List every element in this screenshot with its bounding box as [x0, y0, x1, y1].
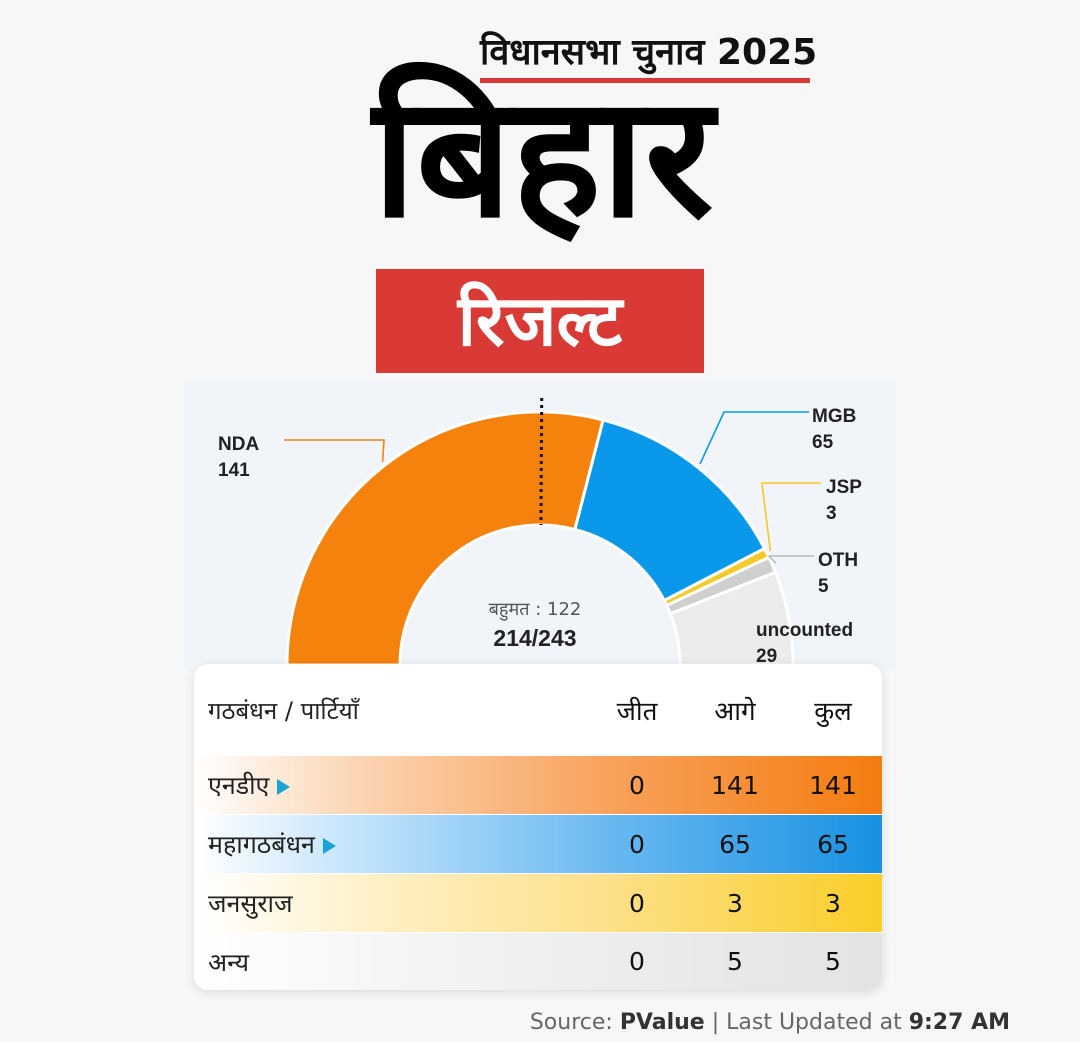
table-row-nda[interactable]: एनडीए 0 141 141 [194, 756, 882, 814]
row-name-jsp: जनसुराज [208, 889, 293, 918]
header-won: जीत [616, 697, 658, 727]
updated-time: 9:27 AM [908, 1010, 1010, 1035]
slice-value-oth: 5 [818, 576, 829, 597]
leader-line-jsp [761, 482, 821, 552]
slice-nda [285, 410, 605, 667]
slice-mgb [573, 418, 767, 603]
cell-total: 5 [825, 947, 841, 976]
cell-total: 65 [817, 829, 849, 859]
slice-value-nda: 141 [218, 460, 250, 481]
row-name-nda: एनडीए [208, 771, 270, 800]
cell-leading: 3 [727, 888, 743, 918]
majority-marker [539, 397, 544, 526]
majority-label: बहुमत : 122 [489, 599, 582, 621]
cell-leading: 141 [711, 770, 759, 800]
slice-label-nda: NDA [218, 434, 259, 455]
source-name: PValue [619, 1010, 705, 1035]
subtitle-underline [480, 78, 810, 83]
leader-line-mgb [699, 411, 809, 465]
cell-won: 0 [629, 888, 645, 918]
header-total: कुल [814, 697, 852, 727]
slice-value-jsp: 3 [826, 503, 837, 524]
slice-value-uncounted: 29 [756, 646, 777, 667]
row-name-others: अन्य [208, 947, 249, 977]
cell-leading: 65 [719, 829, 751, 859]
slice-label-jsp: JSP [826, 477, 862, 498]
cell-total: 3 [825, 888, 841, 918]
cell-won: 0 [629, 770, 645, 800]
row-name-mgb: महागठबंधन [208, 830, 315, 859]
state-title: बिहार [372, 59, 714, 255]
cell-leading: 5 [727, 947, 743, 976]
result-badge: रिजल्ट [376, 269, 704, 373]
expand-arrow-icon[interactable] [322, 838, 336, 854]
table-row-others: अन्य 0 5 5 [194, 933, 882, 990]
header-alliance: गठबंधन / पार्टियाँ [208, 696, 359, 725]
slice-label-uncounted: uncounted [756, 620, 853, 641]
table-row-mgb[interactable]: महागठबंधन 0 65 65 [194, 815, 882, 873]
source-footer: Source: PValue | Last Updated at 9:27 AM [529, 1010, 1010, 1035]
election-subtitle: विधानसभा चुनाव 2025 [480, 32, 818, 73]
table-header: गठबंधन / पार्टियाँ जीत आगे कुल [194, 664, 882, 756]
results-table: गठबंधन / पार्टियाँ जीत आगे कुल एनडीए 0 1… [194, 664, 882, 990]
cell-total: 141 [809, 770, 857, 800]
seat-donut-chart: NDA 141 MGB 65 JSP 3 OTH 5 uncounted 29 बहुमत : 12… [218, 397, 862, 667]
table-row-jsp: जनसुराज 0 3 3 [194, 874, 882, 932]
slice-label-oth: OTH [818, 550, 858, 571]
leader-line-nda [284, 439, 385, 462]
cell-won: 0 [629, 947, 645, 976]
expand-arrow-icon[interactable] [277, 779, 291, 795]
slice-label-mgb: MGB [812, 406, 856, 427]
cell-won: 0 [629, 829, 645, 859]
seats-counted-label: 214/243 [493, 625, 576, 651]
leader-line-oth [767, 555, 814, 564]
header-leading: आगे [714, 697, 756, 727]
slice-value-mgb: 65 [812, 432, 834, 453]
